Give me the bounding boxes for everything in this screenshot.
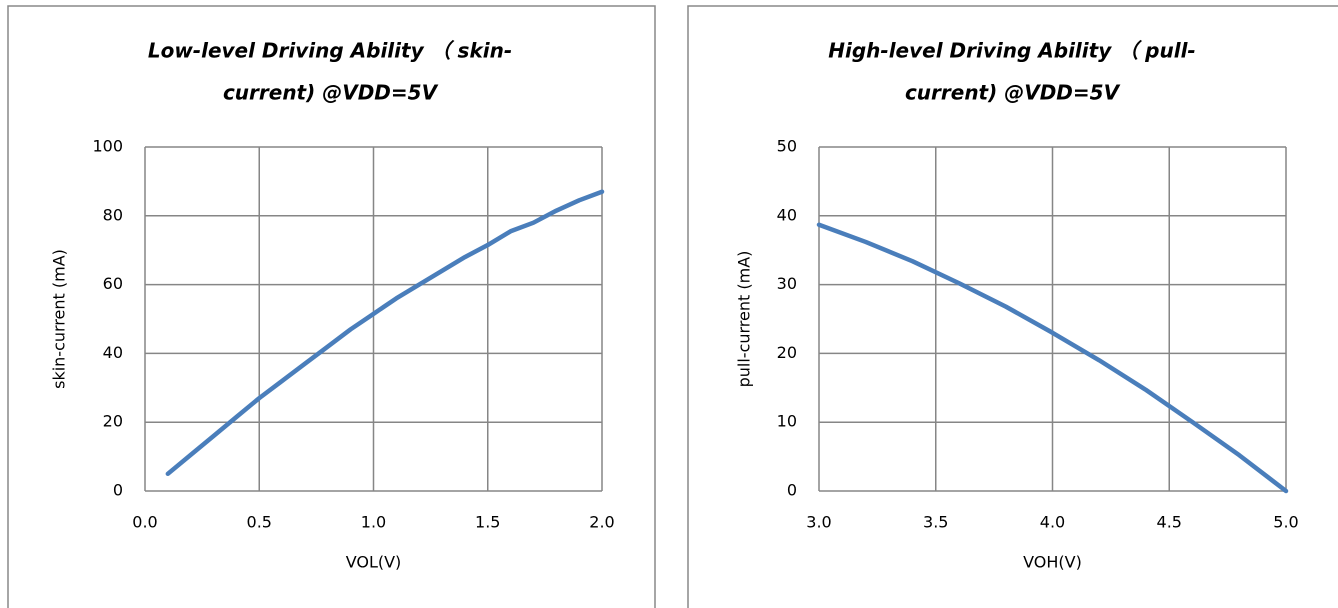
x-tick-label: 0.0 [132, 513, 157, 532]
y-tick-label: 40 [103, 343, 123, 362]
x-tick-label: 0.5 [247, 513, 272, 532]
x-tick-label: 3.5 [923, 513, 948, 532]
x-tick-label: 1.5 [475, 513, 500, 532]
x-tick-label: 3.0 [806, 513, 831, 532]
x-tick-label: 1.0 [361, 513, 386, 532]
y-tick-label: 100 [92, 137, 123, 156]
y-axis-label: skin-current (mA) [50, 249, 69, 389]
x-tick-label: 4.0 [1040, 513, 1065, 532]
x-axis-label: VOH(V) [1023, 553, 1082, 572]
y-tick-label: 20 [103, 412, 123, 431]
y-tick-label: 20 [777, 343, 797, 362]
data-line [168, 192, 602, 474]
chart-title: Low-level Driving Ability （ skin- [148, 39, 512, 63]
chart-title: current) @VDD=5V [905, 81, 1121, 105]
charts: Low-level Driving Ability （ skin-current… [0, 0, 1338, 608]
y-tick-label: 80 [103, 205, 123, 224]
y-tick-label: 40 [777, 205, 797, 224]
page: Low-level Driving Ability （ skin-current… [0, 0, 1338, 608]
y-tick-label: 0 [113, 481, 123, 500]
y-tick-label: 10 [777, 412, 797, 431]
chart-title: current) @VDD=5V [223, 81, 439, 105]
y-tick-label: 0 [787, 481, 797, 500]
x-tick-label: 2.0 [589, 513, 614, 532]
x-tick-label: 4.5 [1157, 513, 1182, 532]
y-tick-label: 30 [777, 274, 797, 293]
chart-title: High-level Driving Ability （ pull- [828, 39, 1195, 63]
x-tick-label: 5.0 [1273, 513, 1298, 532]
y-tick-label: 50 [777, 137, 797, 156]
x-axis-label: VOL(V) [346, 553, 402, 572]
y-axis-label: pull-current (mA) [735, 251, 754, 388]
y-tick-label: 60 [103, 274, 123, 293]
